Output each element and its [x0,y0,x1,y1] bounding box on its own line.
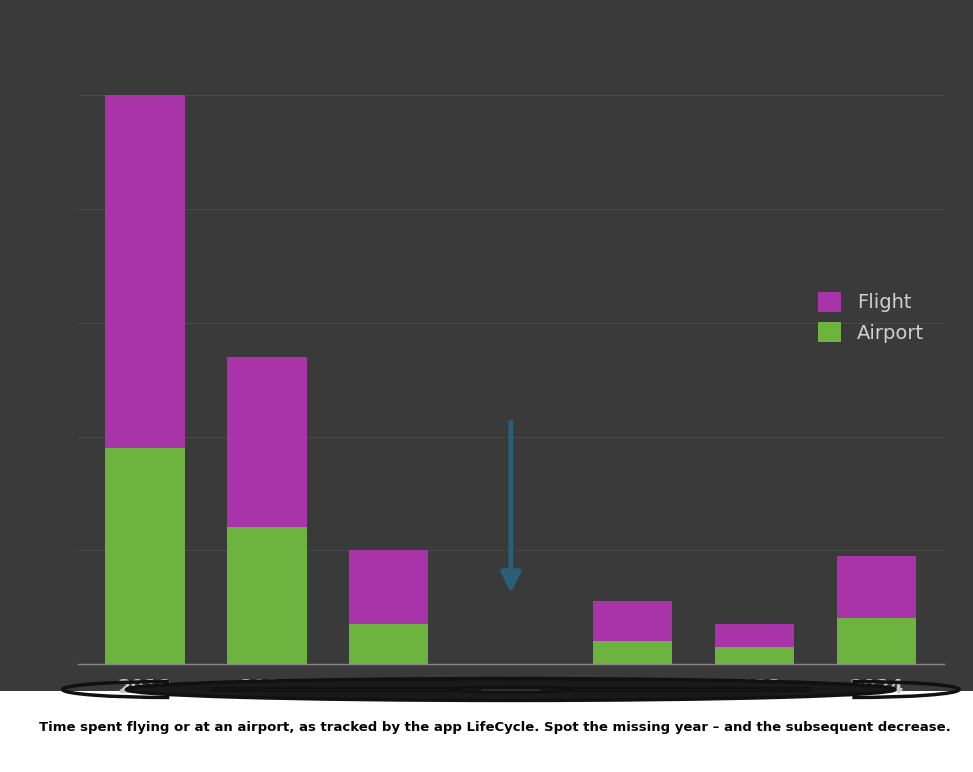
Bar [715,624,794,647]
Bar [228,357,306,527]
Bar [105,96,185,448]
Ellipse shape [126,679,895,700]
Text: Time spent flying or at an airport, as tracked by the app LifeCycle. Spot the mi: Time spent flying or at an airport, as t… [39,721,951,734]
Bar [837,556,917,618]
Bar [594,601,672,642]
Bar [349,624,428,664]
Bar [228,527,306,664]
FancyBboxPatch shape [481,688,541,691]
Bar [837,618,917,664]
Legend: Flight, Airport: Flight, Airport [812,286,930,348]
Bar [715,647,794,664]
Bar [105,448,185,664]
Bar [594,642,672,664]
Circle shape [450,686,572,692]
Bar [349,550,428,624]
